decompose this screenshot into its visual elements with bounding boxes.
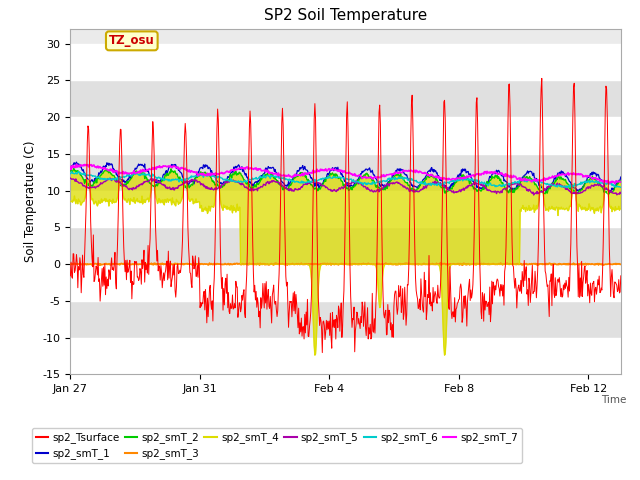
Title: SP2 Soil Temperature: SP2 Soil Temperature <box>264 9 428 24</box>
Bar <box>70 301 621 337</box>
Text: TZ_osu: TZ_osu <box>109 35 155 48</box>
Text: Time: Time <box>601 395 627 405</box>
Y-axis label: Soil Temperature (C): Soil Temperature (C) <box>24 141 37 263</box>
Bar <box>70 117 621 154</box>
Bar <box>70 80 621 117</box>
Legend: sp2_Tsurface, sp2_smT_1, sp2_smT_2, sp2_smT_3, sp2_smT_4, sp2_smT_5, sp2_smT_6, : sp2_Tsurface, sp2_smT_1, sp2_smT_2, sp2_… <box>31 428 522 463</box>
Bar <box>70 337 621 374</box>
Bar <box>70 44 621 80</box>
Bar <box>70 264 621 301</box>
Bar <box>70 191 621 228</box>
Bar <box>70 228 621 264</box>
Bar <box>70 154 621 191</box>
